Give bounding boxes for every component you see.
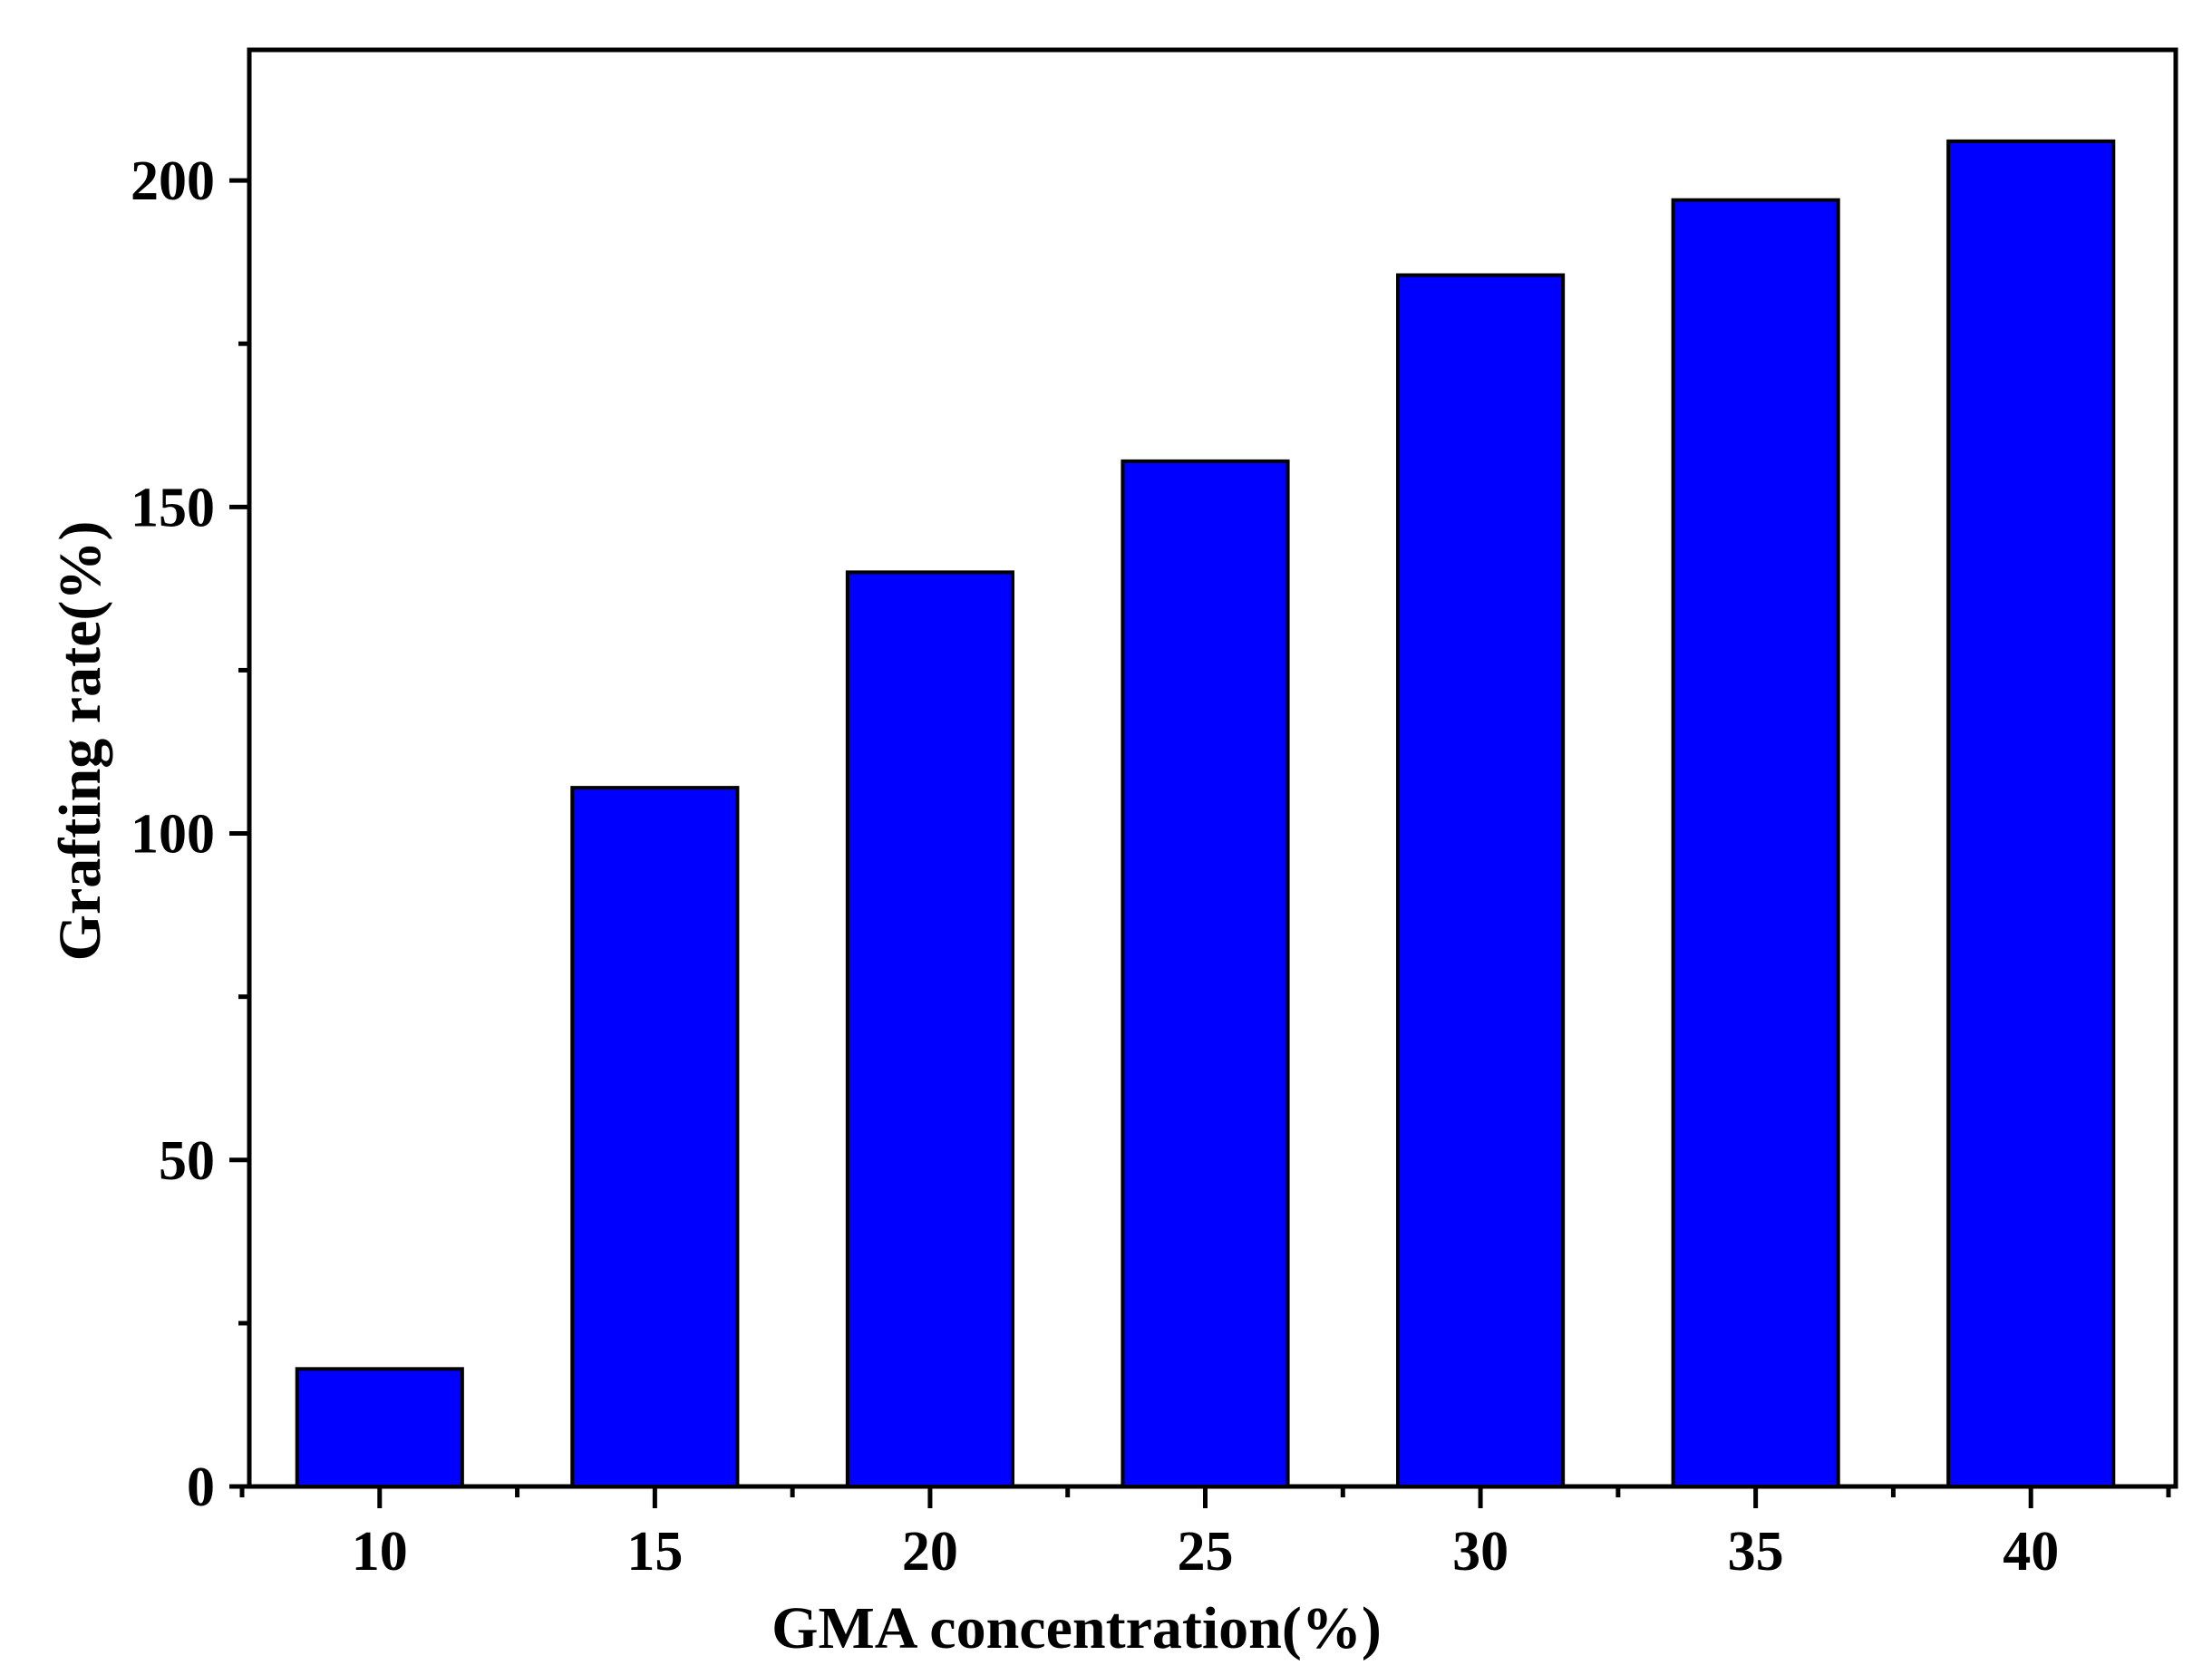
bar-10 [295, 1367, 464, 1489]
y-tick-label-0: 0 [187, 1457, 215, 1518]
y-tick-label-150: 150 [131, 477, 215, 538]
bar-15 [570, 786, 740, 1488]
y-axis: 0 50 100 150 200 [131, 150, 249, 1518]
y-tick-label-50: 50 [159, 1130, 215, 1192]
x-tick-label-15: 15 [626, 1521, 683, 1583]
bar-25 [1121, 459, 1290, 1488]
x-tick-label-35: 35 [1728, 1521, 1784, 1583]
bar-35 [1671, 198, 1840, 1488]
bars-group [295, 139, 2116, 1489]
bar-30 [1396, 273, 1566, 1489]
x-axis-title: GMA concentration(%) [771, 1595, 1382, 1661]
y-tick-label-200: 200 [131, 150, 215, 212]
x-tick-label-20: 20 [902, 1521, 958, 1583]
y-tick-label-100: 100 [131, 804, 215, 866]
y-axis-title: Grafting rate(%) [47, 521, 113, 962]
bar-40 [1946, 139, 2116, 1488]
bar-20 [845, 570, 1014, 1488]
x-tick-label-10: 10 [352, 1521, 408, 1583]
x-tick-label-40: 40 [2003, 1521, 2059, 1583]
x-axis: 10 15 20 25 30 35 40 [239, 1486, 2171, 1583]
x-tick-label-25: 25 [1178, 1521, 1234, 1583]
x-tick-label-30: 30 [1452, 1521, 1509, 1583]
